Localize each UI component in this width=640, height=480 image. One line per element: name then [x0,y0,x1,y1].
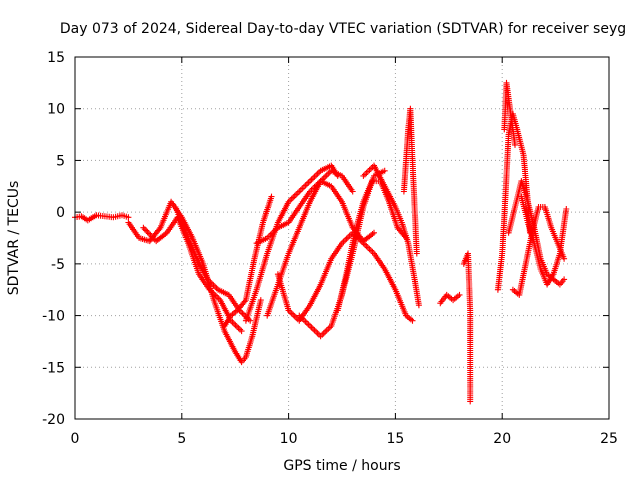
data-point-markers [242,162,341,324]
series-arc-8 [264,167,356,319]
series-arc-12 [360,162,422,309]
data-point-markers [253,178,377,247]
series-arc-17 [501,79,518,148]
data-point-markers [400,105,420,257]
data-point-markers [437,291,463,307]
series-arc-18 [505,178,568,288]
data-point-markers [334,178,410,314]
series-arc-11 [334,178,410,314]
data-point-markers [72,212,132,224]
data-marks [72,79,570,405]
series-arc-7 [253,178,377,247]
data-point-markers [221,193,275,329]
y-tick-label: -5 [51,257,65,273]
axis-ticks: 0 5 10 15 20 25 -20 -15 -10 -5 0 5 10 15 [42,50,618,447]
series-arc-1 [72,212,132,224]
x-tick-label: 25 [600,431,618,447]
x-tick-label: 10 [280,431,298,447]
y-tick-label: 15 [47,50,65,66]
series-arc-5 [221,193,275,329]
y-tick-label: 5 [56,153,65,169]
y-tick-label: -20 [42,412,65,428]
x-tick-label: 20 [493,431,511,447]
data-point-markers [501,79,518,148]
data-point-markers [518,193,570,288]
series-arc-6 [242,162,341,324]
x-tick-label: 0 [71,431,80,447]
data-point-markers [460,250,474,405]
x-axis-label: GPS time / hours [283,458,400,474]
plot-frame [74,56,610,420]
y-tick-label: -10 [42,309,65,325]
series-arc-2 [125,198,264,366]
series-arc-20 [518,193,570,288]
series-arc-14 [437,291,463,307]
series-arc-13 [400,105,420,257]
data-point-markers [125,198,264,366]
series-arc-15 [460,250,474,405]
chart-title: Day 073 of 2024, Sidereal Day-to-day VTE… [60,21,626,37]
y-axis-label: SDTVAR / TECUs [6,181,22,296]
y-tick-label: -15 [42,360,65,376]
data-point-markers [505,178,568,288]
y-tick-label: 0 [56,205,65,221]
x-tick-label: 5 [177,431,186,447]
x-tick-label: 15 [386,431,404,447]
data-point-markers [264,167,356,319]
data-point-markers [360,162,422,309]
y-tick-label: 10 [47,102,65,118]
